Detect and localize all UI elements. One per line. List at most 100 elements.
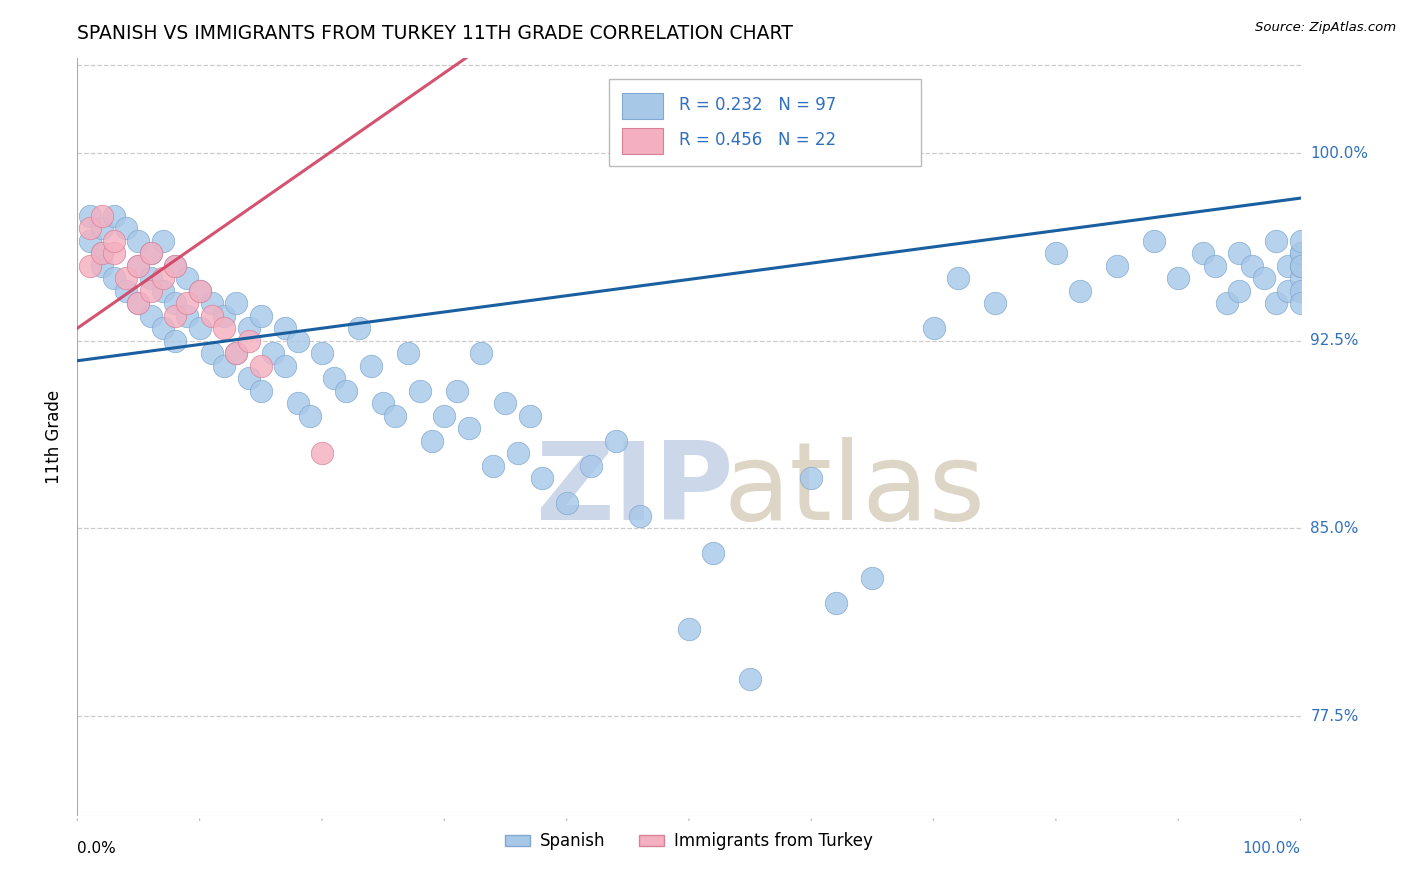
Point [506,446,529,460]
Point [1289,284,1312,298]
Point [262,346,284,360]
Point [201,296,224,310]
Point [176,296,198,310]
Point [800,471,823,485]
Point [1289,296,1312,310]
Point [139,246,162,260]
Point [139,271,162,285]
Point [384,409,406,423]
Text: ZIP: ZIP [534,437,733,543]
Text: R = 0.232   N = 97: R = 0.232 N = 97 [679,96,837,114]
Text: 85.0%: 85.0% [1310,521,1358,536]
Point [90,221,112,235]
Point [433,409,456,423]
Point [165,309,187,323]
Point [298,409,321,423]
Point [984,296,1007,310]
FancyBboxPatch shape [609,79,921,167]
Point [311,346,333,360]
Point [225,346,247,360]
Point [212,359,235,373]
Point [1240,259,1263,273]
Point [152,321,174,335]
Point [139,284,162,298]
Point [139,309,162,323]
Point [371,396,394,410]
Point [238,321,260,335]
Point [152,284,174,298]
Point [1107,259,1129,273]
Point [165,334,187,348]
FancyBboxPatch shape [621,93,664,119]
Point [824,597,846,611]
Point [1167,271,1189,285]
Point [188,284,211,298]
Point [470,346,492,360]
Point [103,246,125,260]
FancyBboxPatch shape [621,128,664,153]
Point [1045,246,1067,260]
Point [127,234,149,248]
Point [702,546,724,560]
Point [79,209,101,223]
Point [555,496,578,510]
Point [250,309,273,323]
Point [495,396,517,410]
Point [165,259,187,273]
Point [103,234,125,248]
Point [79,234,101,248]
Point [1277,259,1299,273]
Point [531,471,554,485]
Point [628,508,651,523]
Point [482,458,505,473]
Point [1277,284,1299,298]
Text: 100.0%: 100.0% [1243,841,1301,856]
Point [1289,234,1312,248]
Point [127,259,149,273]
Point [1229,284,1251,298]
Text: Source: ZipAtlas.com: Source: ZipAtlas.com [1256,21,1396,35]
Point [115,284,138,298]
Point [1265,296,1288,310]
Point [740,672,762,686]
Point [90,246,112,260]
Point [127,296,149,310]
Point [225,296,247,310]
Point [176,271,198,285]
Y-axis label: 11th Grade: 11th Grade [45,390,63,484]
Point [1069,284,1091,298]
Point [519,409,541,423]
Point [250,384,273,398]
Point [311,446,333,460]
Point [1289,259,1312,273]
Point [103,271,125,285]
Point [212,309,235,323]
Point [605,434,627,448]
Point [446,384,468,398]
Point [90,259,112,273]
Point [946,271,969,285]
Point [1191,246,1213,260]
Point [360,359,382,373]
Point [922,321,945,335]
Point [152,234,174,248]
Point [127,259,149,273]
Point [79,221,101,235]
Text: 92.5%: 92.5% [1310,334,1358,348]
Point [188,321,211,335]
Point [1265,234,1288,248]
Point [409,384,432,398]
Point [1216,296,1239,310]
Point [1289,259,1312,273]
Point [1289,271,1312,285]
Point [396,346,419,360]
Point [250,359,273,373]
Point [165,259,187,273]
Point [115,271,138,285]
Point [201,346,224,360]
Point [457,421,479,435]
Point [1229,246,1251,260]
Point [274,321,297,335]
Point [579,458,602,473]
Point [274,359,297,373]
